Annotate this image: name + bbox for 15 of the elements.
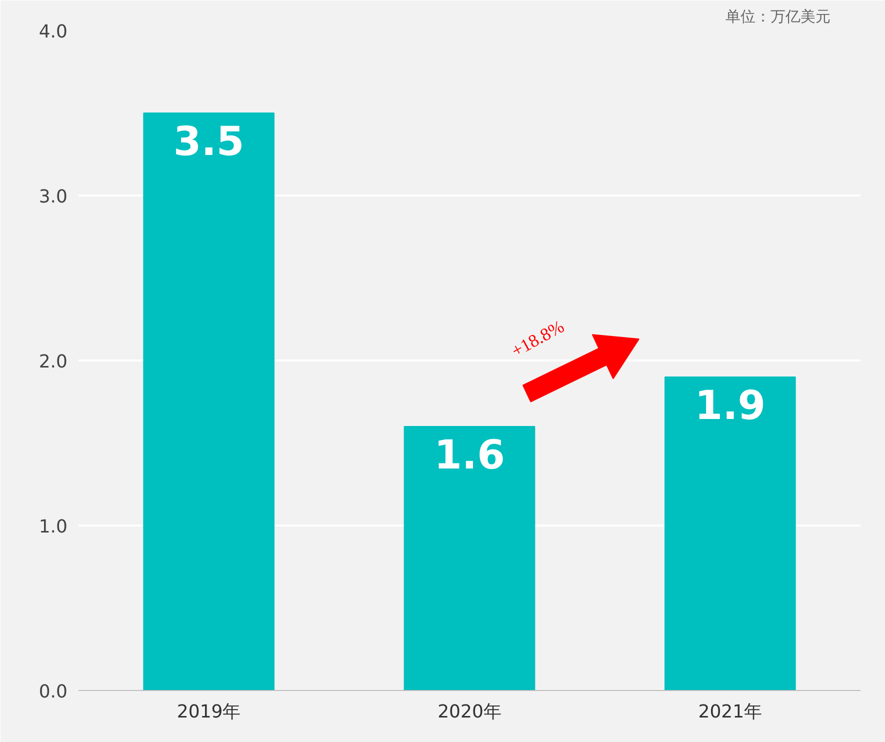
- y-tick-label: 1.0: [38, 516, 68, 538]
- y-tick-label: 3.0: [38, 186, 68, 208]
- data-label: 1.9: [694, 383, 766, 429]
- x-tick-label: 2019年: [176, 702, 241, 722]
- x-tick-label: 2021年: [698, 702, 762, 722]
- data-label: 1.6: [434, 432, 505, 478]
- y-tick-label: 2.0: [38, 352, 68, 372]
- y-tick-label: 4.0: [38, 22, 68, 42]
- y-tick-label: 0.0: [38, 682, 68, 702]
- bar: [143, 112, 274, 690]
- bar: [404, 426, 536, 690]
- bar: [664, 376, 796, 690]
- text: 单位：万亿美元: [726, 8, 830, 26]
- x-tick-label: 2020年: [438, 702, 502, 722]
- data-label: 3.5: [173, 119, 244, 165]
